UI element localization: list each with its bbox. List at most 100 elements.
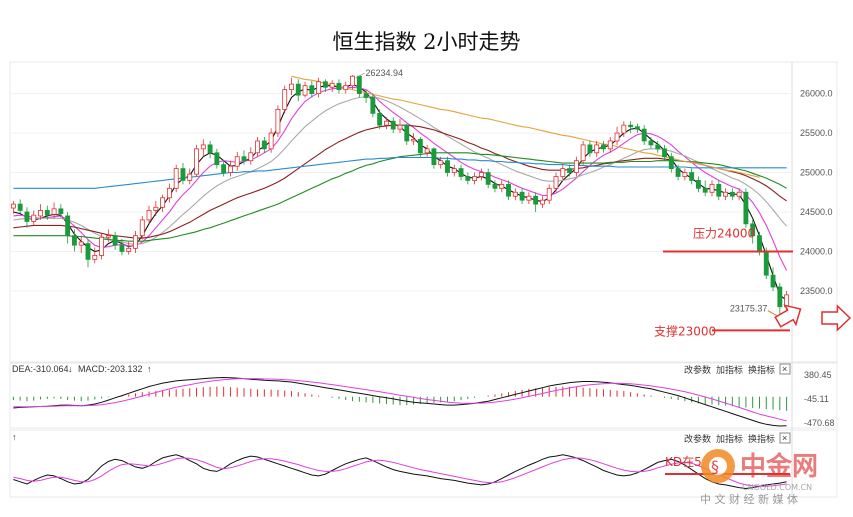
candle-body xyxy=(207,144,213,154)
candle-body xyxy=(567,168,573,173)
candle-body xyxy=(139,219,145,237)
candle-body xyxy=(187,173,193,181)
candle-body xyxy=(248,152,254,162)
candle xyxy=(336,79,342,94)
candle-body xyxy=(587,144,593,154)
candle-body xyxy=(397,124,403,130)
kd-button-2[interactable]: 加指标 xyxy=(716,433,743,444)
candle-body xyxy=(153,206,159,211)
candle xyxy=(709,180,715,197)
candle-body xyxy=(38,210,43,217)
candle-body xyxy=(594,144,600,154)
candle-body xyxy=(383,120,389,126)
candle-body xyxy=(729,191,735,197)
candle-body xyxy=(85,243,91,260)
candle xyxy=(668,152,674,173)
macd-button-2[interactable]: 加指标 xyxy=(716,364,743,375)
candle-body xyxy=(580,144,586,162)
candle xyxy=(417,137,423,157)
macd-label: MACD:-203.132 xyxy=(78,364,143,374)
candle xyxy=(370,93,376,118)
d-line xyxy=(13,457,787,487)
candle xyxy=(702,180,708,197)
candle xyxy=(119,238,125,256)
candle-body xyxy=(255,140,261,154)
kd-button-1[interactable]: 改参数 xyxy=(684,433,711,444)
candle-body xyxy=(282,89,288,110)
candle xyxy=(716,180,722,201)
kd-close-button[interactable] xyxy=(779,432,791,444)
candle-body xyxy=(173,168,179,189)
candle-body xyxy=(160,197,166,208)
candle xyxy=(261,137,267,153)
candle xyxy=(146,205,152,224)
candle-body xyxy=(214,152,220,166)
candle-body xyxy=(329,82,335,88)
candle xyxy=(133,230,138,254)
candle xyxy=(743,188,749,228)
candle-body xyxy=(519,191,525,201)
candle-body xyxy=(65,215,71,237)
candle-body xyxy=(302,85,308,96)
candle xyxy=(234,152,240,171)
candle xyxy=(126,242,132,255)
candle-body xyxy=(499,183,505,189)
candle-body xyxy=(655,144,661,150)
candle-body xyxy=(126,247,132,252)
candle xyxy=(139,215,145,240)
macd-close-button[interactable] xyxy=(779,363,791,375)
macd-button-1[interactable]: 改参数 xyxy=(684,364,711,375)
macd-tick-label: -470.68 xyxy=(804,418,835,428)
candle-body xyxy=(234,156,240,167)
candle xyxy=(78,235,84,254)
candle-body xyxy=(166,187,172,199)
candle-body xyxy=(295,83,301,96)
candle-body xyxy=(411,138,416,142)
candle-body xyxy=(770,274,776,288)
candle xyxy=(221,160,227,177)
candle xyxy=(153,200,159,216)
candle-body xyxy=(648,140,654,146)
support-label: 支撑23000 xyxy=(654,323,716,338)
kd-button-3[interactable]: 换指标 xyxy=(748,433,775,444)
candle-body xyxy=(465,176,471,181)
kd-label: KD在5 xyxy=(665,455,702,469)
candle-body xyxy=(343,85,349,91)
candle xyxy=(268,128,274,153)
candle-body xyxy=(709,183,715,193)
price-tick-label: 25000.0 xyxy=(800,168,833,178)
candle xyxy=(383,117,389,130)
candle-body xyxy=(78,241,84,246)
candle-body xyxy=(736,191,742,197)
candle-body xyxy=(227,165,233,173)
candle xyxy=(655,140,661,153)
candle xyxy=(38,204,43,220)
candle xyxy=(465,172,471,185)
candle-body xyxy=(458,168,464,177)
candle-body xyxy=(377,112,383,126)
candle xyxy=(194,144,199,177)
candle xyxy=(316,77,322,98)
candle-body xyxy=(336,82,342,91)
candle xyxy=(424,144,430,157)
candle xyxy=(553,172,559,193)
candle-body xyxy=(675,168,681,177)
candle xyxy=(207,140,213,159)
candle xyxy=(526,192,532,205)
up-arrow-icon xyxy=(774,304,802,328)
candle-body xyxy=(716,183,722,197)
candle xyxy=(255,137,261,157)
candle-body xyxy=(417,138,423,154)
candle xyxy=(329,80,335,92)
candle-body xyxy=(119,244,125,252)
candle-body xyxy=(268,132,274,150)
candle xyxy=(390,117,396,134)
candle-body xyxy=(431,148,437,166)
candle xyxy=(723,188,729,201)
candle xyxy=(160,194,166,212)
candle-body xyxy=(485,172,491,185)
macd-button-3[interactable]: 换指标 xyxy=(748,364,775,375)
right-arrow-icon xyxy=(821,304,852,332)
candle xyxy=(729,188,735,201)
